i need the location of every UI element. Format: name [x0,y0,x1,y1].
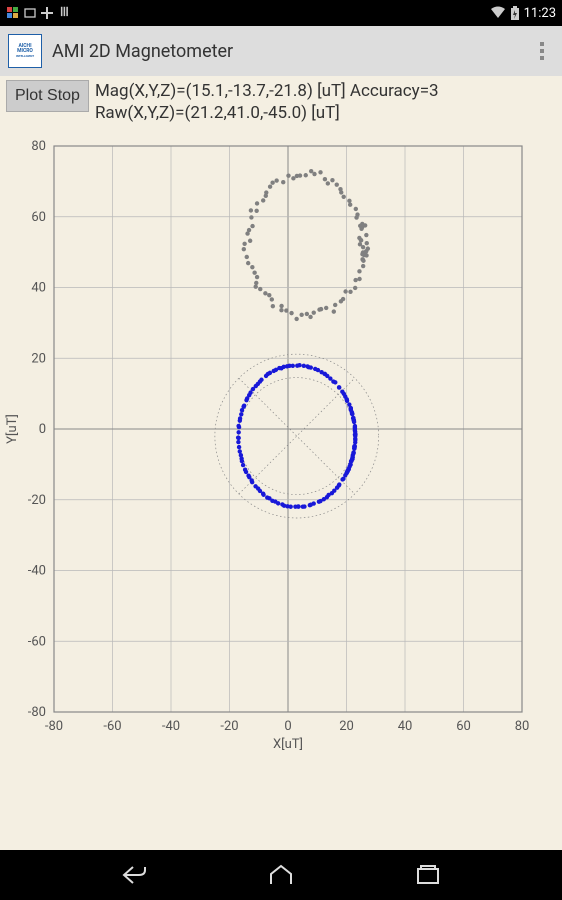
magnetometer-chart: -80 -60 -40 -20 0 20 40 60 80 -80 -60 -40 -20 0 20 40 60… [2,136,536,758]
notif-icon-4 [57,6,71,20]
back-button[interactable] [119,862,149,888]
home-button[interactable] [266,862,296,888]
android-nav-bar [0,850,562,900]
svg-text:20: 20 [339,719,354,734]
svg-text:-20: -20 [28,493,46,508]
reading-raw: Raw(X,Y,Z)=(21.2,41.0,-45.0) [uT] [95,102,439,124]
svg-text:-80: -80 [45,719,63,734]
plot-stop-button[interactable]: Plot Stop [6,80,89,112]
svg-text:-20: -20 [220,719,238,734]
svg-text:X[uT]: X[uT] [273,737,303,752]
svg-text:60: 60 [456,719,471,734]
recent-apps-button[interactable] [413,862,443,888]
notif-icon-2 [23,6,37,20]
readings-text: Mag(X,Y,Z)=(15.1,-13.7,-21.8) [uT] Accur… [95,80,439,124]
status-time: 11:23 [524,6,556,21]
notif-icon-3 [40,6,54,20]
svg-text:-60: -60 [103,719,121,734]
app-title: AMI 2D Magnetometer [52,41,233,62]
svg-text:40: 40 [31,281,46,296]
svg-text:-80: -80 [28,705,46,720]
status-right: 11:23 [490,6,556,21]
reading-mag: Mag(X,Y,Z)=(15.1,-13.7,-21.8) [uT] Accur… [95,80,439,102]
content-area: Plot Stop Mag(X,Y,Z)=(15.1,-13.7,-21.8) … [0,76,562,850]
svg-text:-40: -40 [162,719,180,734]
wifi-icon [490,6,506,20]
svg-text:0: 0 [39,422,46,437]
status-bar: 11:23 [0,0,562,26]
app-logo: AICHI MICRO INTELLIGENT [8,34,42,68]
svg-text:-60: -60 [28,634,46,649]
svg-text:80: 80 [31,139,46,154]
svg-text:40: 40 [398,719,413,734]
svg-text:Y[uT]: Y[uT] [5,414,20,444]
status-left-icons [6,6,71,20]
app-bar: AICHI MICRO INTELLIGENT AMI 2D Magnetome… [0,26,562,76]
svg-text:0: 0 [284,719,291,734]
battery-icon [510,6,520,21]
svg-text:20: 20 [31,351,46,366]
svg-text:60: 60 [31,210,46,225]
svg-text:80: 80 [515,719,530,734]
notif-icon-1 [6,6,20,20]
svg-text:-40: -40 [28,564,46,579]
overflow-menu-icon[interactable] [530,39,554,63]
